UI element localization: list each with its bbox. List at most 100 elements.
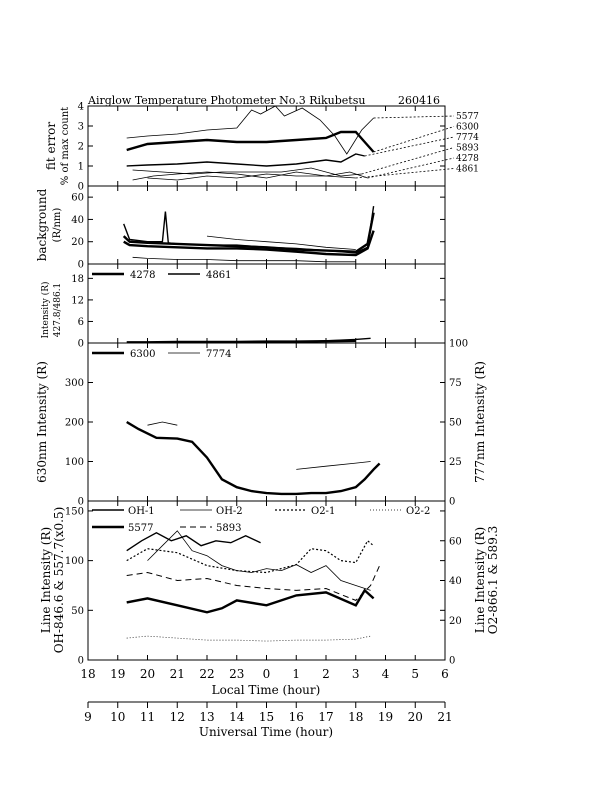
legend-label-OH-2: OH-2: [216, 506, 243, 517]
background-ylabel: background: [35, 188, 49, 261]
local-time-tick-label: 23: [229, 667, 244, 681]
legend-label-4278: 4278: [130, 270, 155, 281]
ut-tick-label: 18: [348, 710, 363, 724]
y-tick-label: 20: [71, 237, 84, 248]
series-line-4861: [147, 173, 356, 181]
legend-leader-4861: [355, 168, 455, 179]
series-line-bg-5: [206, 235, 356, 250]
fit-error-ylabel: fit error: [44, 122, 58, 170]
y-tick-label: 0: [78, 497, 84, 508]
legend-leader-5893: [361, 147, 455, 175]
local-time-axis-label: Local Time (hour): [212, 683, 321, 697]
series-line-bg-4: [132, 256, 356, 263]
legend-leader-6300: [373, 126, 455, 153]
series-line-O2-2: [126, 635, 371, 642]
y-tick-label: 18: [71, 274, 84, 285]
series-line-5893: [132, 167, 362, 177]
series-line-5577: [126, 105, 374, 155]
legend-leader-7774: [364, 136, 455, 157]
legend-label-6300: 6300: [456, 123, 479, 133]
y2-tick-label: 50: [449, 418, 462, 429]
chart-title: Airglow Temperature Photometer No.3 Riku…: [87, 94, 365, 107]
panel-background-frame: [87, 185, 446, 265]
ut-tick-label: 16: [289, 710, 304, 724]
y2-tick-label: 60: [449, 536, 462, 547]
line-intensity-ylabel: Line Intensity (R): [39, 527, 53, 633]
y-tick-label: 6: [78, 317, 84, 328]
y-tick-label: 3: [78, 122, 84, 133]
series-line-5893: [126, 565, 381, 601]
line-intensity-y2label-2: O2-866.1 & 589.3: [486, 526, 500, 635]
red-intensity-ylabel: 630nm Intensity (R): [35, 361, 49, 483]
legend-leader-5577: [373, 115, 455, 119]
panel-red-intensity-frame: [87, 342, 446, 502]
local-time-tick-label: 20: [140, 667, 155, 681]
y-tick-label: 300: [65, 378, 84, 389]
ut-tick-label: 20: [408, 710, 423, 724]
y-tick-label: 2: [78, 142, 84, 153]
local-time-tick-label: 22: [199, 667, 214, 681]
legend-label-7774: 7774: [206, 349, 231, 360]
y-tick-label: 150: [65, 506, 84, 517]
local-time-tick-label: 3: [352, 667, 360, 681]
series-line-bg-2: [123, 230, 375, 257]
blue-intensity-ylabel-2: 427.8/486.1: [53, 283, 63, 338]
series-line-O2-1: [126, 539, 374, 574]
y-tick-label: 60: [71, 193, 84, 204]
legend-label-4861: 4861: [456, 165, 479, 175]
legend-label-4861: 4861: [206, 270, 231, 281]
red-intensity-y2label: 777nm Intensity (R): [473, 361, 487, 483]
ut-tick-label: 17: [318, 710, 333, 724]
local-time-tick-label: 0: [263, 667, 271, 681]
ut-tick-label: 13: [199, 710, 214, 724]
ut-tick-label: 14: [229, 710, 245, 724]
series-line-7774: [126, 153, 365, 167]
y-tick-label: 100: [65, 556, 84, 567]
y2-tick-label: 20: [449, 616, 462, 627]
chart-date-code: 260416: [398, 94, 440, 107]
local-time-tick-label: 2: [322, 667, 330, 681]
series-line-7774-late: [296, 461, 371, 470]
y-tick-label: 200: [65, 418, 84, 429]
local-time-tick-label: 4: [382, 667, 390, 681]
legend-label-5893: 5893: [216, 523, 241, 534]
y-tick-label: 1: [78, 162, 84, 173]
series-line-6300: [126, 130, 375, 153]
y-tick-label: 0: [78, 339, 84, 350]
legend-label-5893: 5893: [456, 144, 479, 154]
y-tick-label: 12: [71, 295, 84, 306]
y2-tick-label: 25: [449, 457, 462, 468]
series-line-bg-3: [123, 205, 375, 254]
y-tick-label: 4: [78, 102, 84, 113]
y2-tick-label: 100: [449, 339, 468, 350]
series-line-5577: [126, 588, 375, 614]
y2-tick-label: 40: [449, 576, 462, 587]
series-line-OH-2: [147, 530, 371, 591]
series-line-OH-1: [126, 532, 261, 552]
local-time-tick-label: 21: [170, 667, 185, 681]
local-time-tick-label: 19: [110, 667, 125, 681]
line-intensity-ylabel-2: OH-846.6 & 557.7(x0.5): [52, 507, 66, 654]
legend-label-6300: 6300: [130, 349, 155, 360]
y-tick-label: 100: [65, 457, 84, 468]
ut-tick-label: 11: [140, 710, 155, 724]
local-time-tick-label: 18: [80, 667, 95, 681]
legend-label-O2-1: O2-1: [311, 506, 335, 517]
y2-tick-label: 0: [449, 656, 455, 667]
series-line-7774: [147, 421, 178, 426]
y2-tick-label: 75: [449, 378, 462, 389]
y2-tick-label: 0: [449, 497, 455, 508]
legend-label-4278: 4278: [456, 154, 479, 164]
ut-tick-label: 12: [170, 710, 185, 724]
y-tick-label: 0: [78, 656, 84, 667]
legend-label-O2-2: O2-2: [406, 506, 430, 517]
y-tick-label: 50: [71, 606, 84, 617]
y-tick-label: 0: [78, 260, 84, 271]
legend-label-5577: 5577: [456, 112, 479, 122]
blue-intensity-ylabel: Intensity (R): [40, 282, 51, 339]
ut-axis-label: Universal Time (hour): [199, 725, 333, 739]
series-line-4861: [296, 337, 371, 343]
y-tick-label: 40: [71, 215, 84, 226]
legend-leader-4278: [367, 157, 455, 179]
